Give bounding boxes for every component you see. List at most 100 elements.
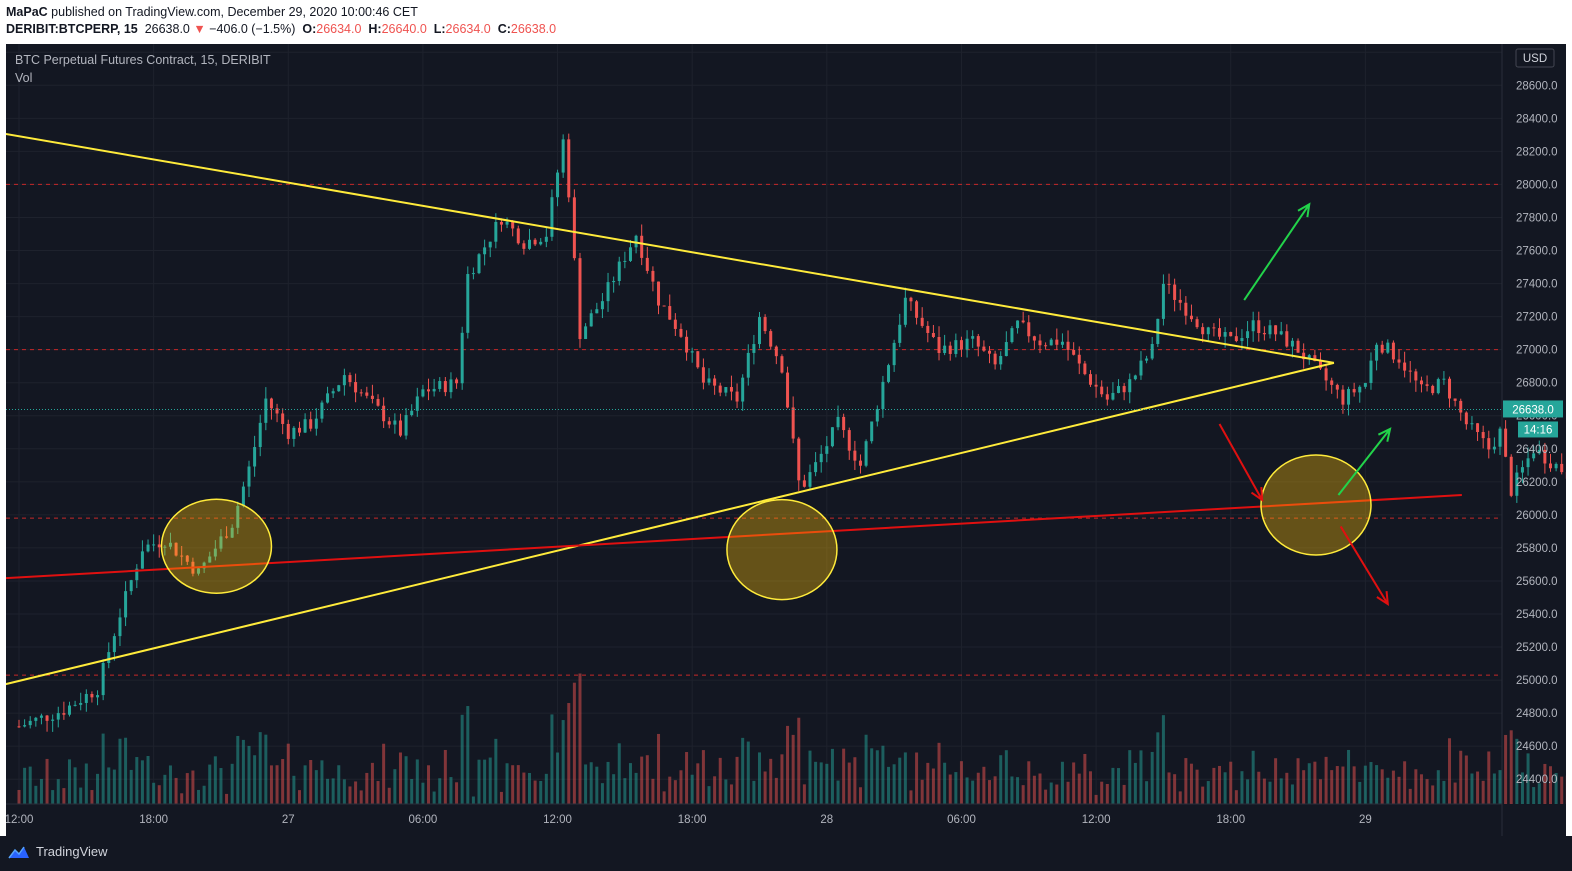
volume-bar	[1560, 776, 1564, 804]
candle-body	[67, 705, 71, 715]
candle-body	[1044, 345, 1048, 347]
candle-body	[1548, 463, 1552, 469]
volume-bar	[1251, 750, 1255, 804]
candle-body	[1083, 363, 1087, 375]
time-tick-label: 18:00	[1216, 814, 1245, 826]
volume-bar	[724, 779, 728, 804]
candle-body	[668, 306, 672, 320]
candle-body	[152, 544, 156, 546]
candle-body	[1307, 355, 1311, 360]
volume-bar	[1285, 772, 1289, 804]
candle-body	[752, 344, 756, 353]
volume-bar	[1206, 781, 1210, 804]
candle-body	[1189, 315, 1193, 320]
volume-bar	[1111, 767, 1115, 804]
volume-bar	[337, 765, 341, 804]
low-label: L:	[433, 22, 446, 36]
volume-bar	[1425, 779, 1429, 804]
volume-bar	[1431, 785, 1435, 804]
direction-arrows[interactable]	[1218, 202, 1392, 607]
candle-body	[180, 555, 184, 557]
volume-bar	[572, 682, 576, 804]
volume-bar	[118, 738, 122, 804]
tradingview-brand-text[interactable]: TradingView	[36, 844, 108, 859]
volume-bar	[1408, 788, 1412, 804]
volume-bar	[741, 737, 745, 804]
volume-bar	[657, 733, 661, 804]
volume-bar	[17, 789, 21, 804]
volume-bar	[988, 780, 992, 804]
publisher-name[interactable]: MaPaC	[6, 5, 48, 19]
volume-bar	[713, 776, 717, 804]
candle-body	[1223, 332, 1227, 337]
currency-label[interactable]: USD	[1523, 53, 1547, 65]
time-tick-label: 18:00	[139, 814, 168, 826]
volume-bar	[662, 791, 666, 804]
volume-bar	[1262, 778, 1266, 804]
trendlines[interactable]	[6, 102, 1462, 738]
candle-body	[522, 243, 526, 249]
price-tick-label: 28200.0	[1516, 146, 1558, 158]
volume-bar	[1150, 751, 1154, 804]
candle-body	[1419, 380, 1423, 385]
volume-bar	[101, 733, 105, 804]
volume-bar	[696, 763, 700, 804]
chart-area[interactable]: 24400.0 24600.0 24800.0 25000.0 25200.0 25400…	[6, 44, 1566, 836]
volume-bar	[1128, 750, 1132, 804]
candle-body	[1234, 336, 1238, 342]
candle-body	[28, 720, 32, 726]
candle-body	[168, 542, 172, 547]
tradingview-brand[interactable]: TradingView	[8, 844, 108, 859]
candle-body	[679, 328, 683, 337]
volume-bar	[410, 779, 414, 804]
candle-body	[1335, 384, 1339, 390]
volume-bar	[1060, 761, 1064, 804]
highlight-zones[interactable]	[160, 454, 1372, 601]
candle-body	[1229, 332, 1233, 337]
candle-body	[1049, 339, 1053, 346]
price-tick-label: 27600.0	[1516, 246, 1558, 258]
candle-body	[763, 317, 767, 332]
volume-bar	[752, 780, 756, 804]
trendline-upper-resistance	[6, 132, 1335, 364]
volume-bar	[858, 787, 862, 804]
volume-bar	[67, 759, 71, 804]
candle-body	[1431, 385, 1435, 394]
volume-bar	[606, 761, 610, 804]
candle-body	[449, 379, 453, 393]
candle-body	[129, 580, 133, 592]
volume-bar	[959, 761, 963, 804]
candle-body	[197, 568, 201, 574]
volume-bar	[1117, 768, 1121, 804]
currency-box[interactable]	[1515, 48, 1555, 68]
candle-body	[393, 420, 397, 425]
arrow-shaft	[1243, 203, 1311, 301]
candle-body	[954, 340, 958, 354]
candle-body	[830, 427, 834, 447]
grid	[6, 44, 1502, 804]
candle-body	[651, 270, 655, 282]
time-axis[interactable]: 12:00 18:00 27 06:00 12:00 18:00 28 06:00 12:00 1…	[6, 803, 1502, 826]
candle-body	[1487, 438, 1491, 450]
volume-bar	[1352, 766, 1356, 804]
volume-bar	[281, 759, 285, 804]
volume-bar	[640, 756, 644, 804]
candle-body	[898, 324, 902, 343]
price-chart[interactable]: 24400.0 24600.0 24800.0 25000.0 25200.0 25400…	[6, 44, 1566, 836]
price-tick-label: 27400.0	[1516, 279, 1558, 291]
volume-bar	[971, 780, 975, 804]
volume-bar	[937, 742, 941, 804]
volume-bar	[1520, 772, 1524, 804]
trendline-lower-support	[6, 361, 1335, 686]
candle-body	[544, 236, 548, 242]
volume-bar	[668, 776, 672, 804]
volume-bar	[1341, 766, 1345, 804]
price-axis[interactable]: 24400.0 24600.0 24800.0 25000.0 25200.0 25400…	[1501, 44, 1558, 836]
candle-body	[1139, 360, 1143, 376]
volume-bar	[870, 748, 874, 804]
volume-bar	[1268, 781, 1272, 804]
volume-bar	[208, 764, 212, 804]
candle-body	[51, 719, 55, 721]
candle-body	[1133, 375, 1137, 380]
volume-bar	[230, 763, 234, 804]
